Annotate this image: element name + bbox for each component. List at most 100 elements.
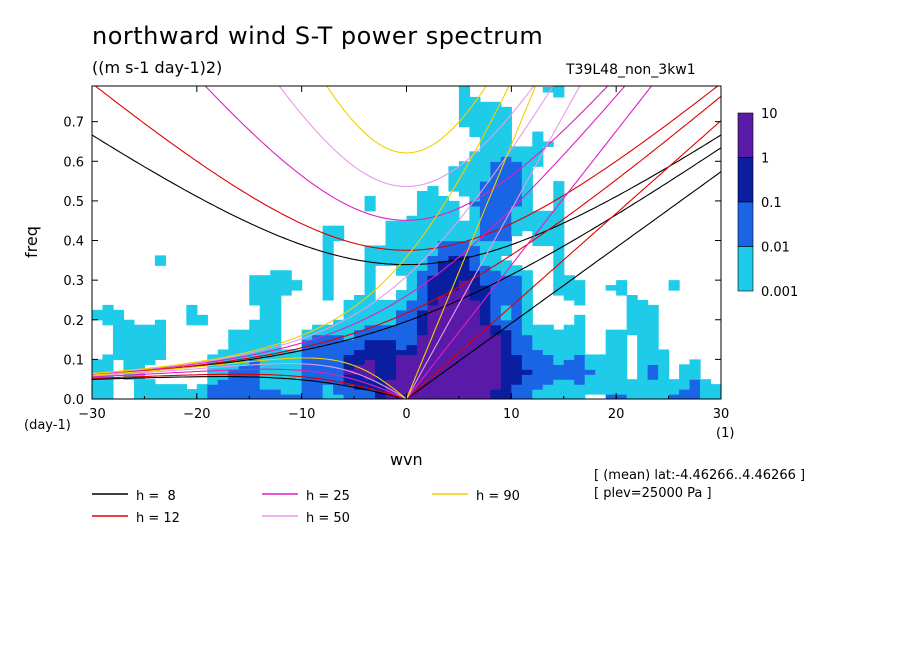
heatmap-cell [521,290,533,296]
heatmap-cell [458,190,470,197]
heatmap-cell [427,255,439,261]
heatmap-cell [553,270,565,276]
heatmap-cell [679,389,691,395]
heatmap-cell [375,309,387,316]
heatmap-cell [490,240,502,247]
heatmap-cell [437,240,450,247]
heatmap-cell [490,324,502,331]
heatmap-cell [112,329,125,336]
heatmap-cell [280,285,292,291]
heatmap-cell [574,389,586,395]
heatmap-cell [511,230,523,237]
heatmap-cell [500,304,512,311]
heatmap-cell [249,329,261,336]
heatmap-cell [406,374,418,380]
heatmap-cell [448,270,460,276]
heatmap-cell [479,111,491,118]
heatmap-cell [563,354,575,360]
heatmap-cell [427,200,439,207]
heatmap-cell [448,220,460,227]
heatmap-cell [458,369,470,375]
heatmap-cell [448,171,460,177]
heatmap-cell [532,156,544,162]
heatmap-cell [658,349,670,356]
heatmap-cell [490,131,502,138]
heatmap-cell [437,379,450,385]
heatmap-cell [511,389,523,395]
heatmap-cell [437,195,450,202]
heatmap-cell [406,250,418,256]
dispersion-curve-line [92,86,554,375]
heatmap-cell [700,384,712,390]
heatmap-cell [448,250,460,256]
heatmap-cell [259,334,271,341]
heatmap-cell [396,334,408,341]
heatmap-cell [469,369,481,375]
heatmap-cell [396,235,408,242]
heatmap-cell [448,379,460,385]
heatmap-cell [133,359,146,365]
heatmap-cell [563,295,575,301]
heatmap-cell [375,379,387,385]
heatmap-cell [416,200,429,207]
heatmap-cell [532,364,544,370]
heatmap-cell [500,319,512,326]
heatmap-cell [469,96,481,103]
heatmap-cell [144,344,156,351]
heatmap-cell [542,394,554,399]
heatmap-cell [605,349,617,356]
heatmap-cell [500,141,512,148]
heatmap-cell [259,304,271,311]
heatmap-cell [479,220,491,227]
heatmap-cell [354,354,366,360]
heatmap-cell [532,235,544,242]
heatmap-cell [500,270,512,276]
heatmap-cell [458,349,470,356]
heatmap-cell [479,364,491,370]
annotation-plev: [ plev=25000 Pa ] [594,486,712,501]
heatmap-cell [553,285,565,291]
heatmap-cell [700,394,712,399]
heatmap-cell [207,354,219,360]
heatmap-cell [375,374,387,380]
heatmap-cell [511,186,523,192]
heatmap-cell [448,176,460,182]
heatmap-cell [322,280,334,286]
heatmap-cell [416,205,429,212]
heatmap-cell [217,389,229,395]
heatmap-cell [437,270,450,276]
heatmap-cell [532,359,544,365]
heatmap-cell [532,210,544,217]
heatmap-cell [521,334,533,341]
heatmap-cell [322,260,334,266]
heatmap-cell [396,220,408,227]
heatmap-cell [469,106,481,113]
heatmap-cell [312,339,324,346]
heatmap-cell [354,384,366,390]
heatmap-cell [427,334,439,341]
heatmap-cell [144,349,156,356]
heatmap-cell [689,384,701,390]
heatmap-cell [511,354,523,360]
heatmap-cell [385,364,397,370]
heatmap-cell [521,309,533,316]
heatmap-cell [301,389,313,395]
heatmap-cell [406,304,418,311]
heatmap-cell [626,319,638,326]
heatmap-cell [553,240,565,247]
heatmap-cell [301,349,313,356]
heatmap-cell [280,389,292,395]
heatmap-cell [521,161,533,167]
heatmap-cell [658,379,670,385]
heatmap-cell [301,394,313,399]
heatmap-cell [553,265,565,271]
heatmap-cell [553,359,565,365]
heatmap-cell [437,374,450,380]
heatmap-cell [553,389,565,395]
heatmap-cell [574,319,586,326]
heatmap-cell [259,394,271,399]
heatmap-cell [574,334,586,341]
heatmap-cell [238,379,250,385]
heatmap-cell [490,176,502,182]
heatmap-cell [322,359,334,365]
